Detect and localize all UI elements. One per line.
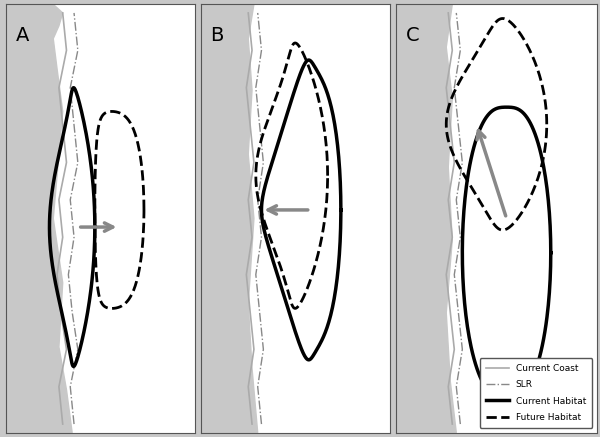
- Polygon shape: [201, 4, 258, 433]
- Polygon shape: [396, 4, 457, 433]
- Text: B: B: [211, 26, 224, 45]
- Text: C: C: [406, 26, 419, 45]
- Legend: Current Coast, SLR, Current Habitat, Future Habitat: Current Coast, SLR, Current Habitat, Fut…: [479, 358, 592, 428]
- Polygon shape: [6, 4, 72, 433]
- Text: A: A: [16, 26, 29, 45]
